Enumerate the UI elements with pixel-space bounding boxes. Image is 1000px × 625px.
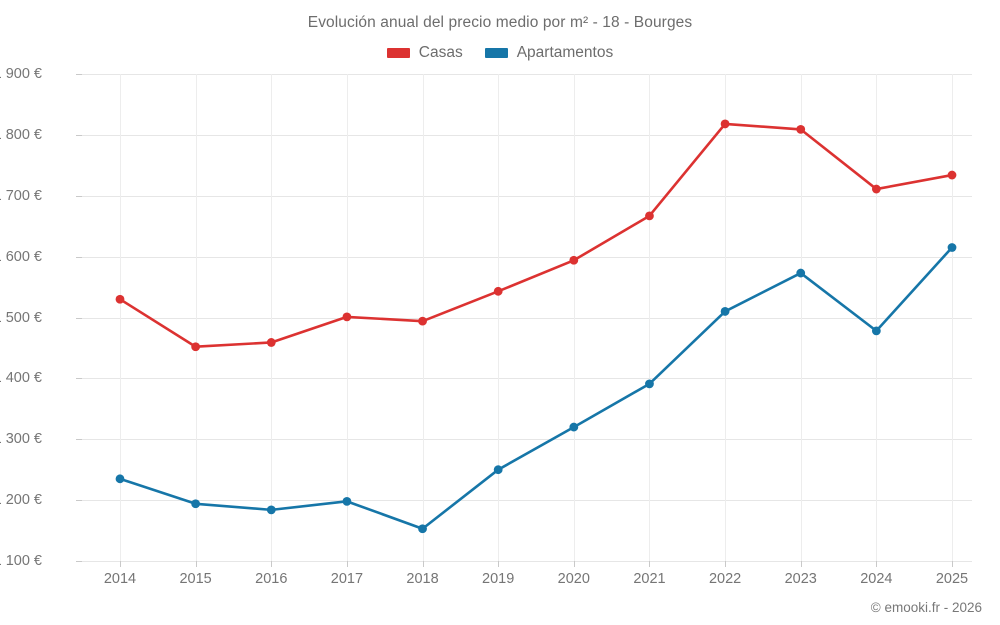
gridline-horizontal xyxy=(82,500,972,502)
legend-label-casas: Casas xyxy=(418,44,463,61)
data-point[interactable] xyxy=(569,255,579,265)
data-point[interactable] xyxy=(871,326,881,336)
y-tick-mark xyxy=(76,256,82,258)
data-point[interactable] xyxy=(191,499,201,509)
series-line-casas xyxy=(118,122,954,349)
x-tick-label: 2024 xyxy=(860,571,893,587)
gridline-horizontal xyxy=(82,195,972,197)
y-tick-mark xyxy=(76,74,82,75)
legend-label-apartamentos: Apartamentos xyxy=(516,44,614,61)
x-tick-mark xyxy=(498,561,500,567)
gridline-vertical xyxy=(725,74,727,561)
x-tick-mark xyxy=(800,561,802,567)
data-point[interactable] xyxy=(342,312,352,322)
y-tick-label: 1 100 € xyxy=(0,553,42,569)
series-line-apartamentos xyxy=(118,246,954,531)
x-tick-mark xyxy=(271,561,273,567)
x-tick-mark xyxy=(649,561,651,567)
gridline-vertical xyxy=(876,74,878,561)
footer-credit: © emooki.fr - 2026 xyxy=(870,600,982,615)
data-point[interactable] xyxy=(493,286,503,296)
y-tick-mark xyxy=(76,561,82,562)
gridline-horizontal xyxy=(82,317,972,319)
x-tick-mark xyxy=(120,561,121,567)
gridline-vertical xyxy=(271,74,273,561)
data-point[interactable] xyxy=(418,316,427,326)
x-tick-mark xyxy=(422,561,424,567)
series-plot xyxy=(115,119,957,534)
chart-legend: Casas Apartamentos xyxy=(0,44,1000,62)
legend-color-swatch-casas xyxy=(386,48,410,58)
gridline-vertical xyxy=(573,74,575,561)
y-tick-mark xyxy=(76,134,82,136)
x-tick-label: 2021 xyxy=(633,571,666,587)
data-point[interactable] xyxy=(720,119,730,129)
y-tick-label: 1 800 € xyxy=(0,126,42,143)
gridline-vertical xyxy=(195,74,197,561)
gridline-horizontal xyxy=(82,74,972,75)
data-point[interactable] xyxy=(569,422,579,432)
gridline-vertical xyxy=(800,74,802,561)
data-point[interactable] xyxy=(871,184,881,194)
x-tick-mark xyxy=(952,561,953,567)
x-tick-mark xyxy=(876,561,878,567)
data-point[interactable] xyxy=(493,465,503,475)
x-tick-label: 2017 xyxy=(330,571,364,587)
x-tick-label: 2018 xyxy=(406,571,439,587)
data-point[interactable] xyxy=(342,496,352,506)
gridline-vertical xyxy=(498,74,500,561)
data-point[interactable] xyxy=(720,307,730,316)
data-point[interactable] xyxy=(645,211,654,221)
x-tick-mark xyxy=(573,561,575,567)
y-tick-label: 1 200 € xyxy=(0,492,42,509)
y-tick-mark xyxy=(76,317,82,319)
x-tick-label: 2015 xyxy=(179,571,212,587)
gridline-horizontal xyxy=(82,378,972,380)
y-tick-mark xyxy=(76,378,82,380)
x-tick-mark xyxy=(346,561,348,567)
gridline-horizontal xyxy=(82,439,972,441)
y-tick-label: 1 900 € xyxy=(0,66,42,82)
gridline-vertical xyxy=(649,74,651,561)
data-point[interactable] xyxy=(115,474,125,484)
gridline-vertical xyxy=(120,74,121,561)
y-tick-label: 1 300 € xyxy=(0,431,42,448)
plot-area: 1 100 € 1 200 € 1 300 € 1 400 € 1 500 € 1 600… xyxy=(0,66,972,587)
x-tick-label: 2023 xyxy=(784,571,817,587)
y-tick-mark xyxy=(76,439,82,441)
y-tick-label: 1 700 € xyxy=(0,187,42,204)
data-point[interactable] xyxy=(947,170,957,180)
y-tick-label: 1 500 € xyxy=(0,309,42,326)
data-point[interactable] xyxy=(645,379,654,389)
x-tick-mark xyxy=(725,561,727,567)
data-point[interactable] xyxy=(418,524,427,534)
chart-title: Evolución anual del precio medio por m² … xyxy=(307,14,693,31)
legend-color-swatch-apartamentos xyxy=(484,48,508,58)
data-point[interactable] xyxy=(947,243,957,252)
data-point[interactable] xyxy=(796,124,806,134)
x-tick-mark xyxy=(195,561,197,567)
data-point[interactable] xyxy=(191,342,201,352)
x-tick-label: 2016 xyxy=(255,571,288,587)
x-tick-label: 2020 xyxy=(557,571,590,587)
legend-item-apartamentos[interactable]: Apartamentos xyxy=(484,44,614,62)
x-tick-label: 2019 xyxy=(482,571,515,587)
data-point[interactable] xyxy=(266,505,276,515)
x-tick-label: 2022 xyxy=(708,571,742,587)
gridline-vertical xyxy=(952,74,953,561)
x-tick-label: 2025 xyxy=(935,571,969,587)
data-point[interactable] xyxy=(796,268,806,278)
gridline-horizontal xyxy=(82,134,972,136)
y-tick-mark xyxy=(76,195,82,197)
y-tick-label: 1 600 € xyxy=(0,248,42,265)
legend-item-casas[interactable]: Casas xyxy=(386,44,463,62)
data-point[interactable] xyxy=(115,294,125,304)
y-tick-mark xyxy=(76,500,82,502)
gridline-horizontal xyxy=(82,256,972,258)
y-tick-label: 1 400 € xyxy=(0,370,42,387)
x-tick-label: 2014 xyxy=(103,571,137,587)
data-point[interactable] xyxy=(266,338,276,347)
gridline-horizontal xyxy=(82,561,972,562)
